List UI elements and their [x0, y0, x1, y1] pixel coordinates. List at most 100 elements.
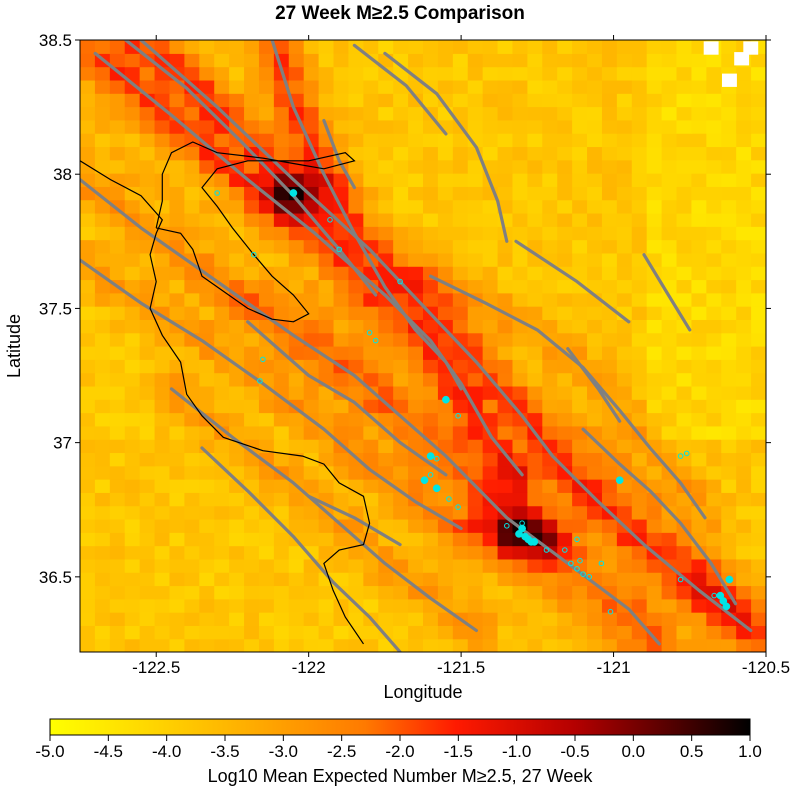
heatmap-cell	[691, 638, 707, 652]
heatmap-cell	[109, 53, 126, 68]
heatmap-cell	[736, 385, 752, 400]
heatmap-cell	[124, 545, 141, 560]
heatmap-cell	[646, 465, 663, 480]
heatmap-cell	[676, 638, 693, 652]
heatmap-cell	[333, 106, 350, 121]
heatmap-cell	[512, 106, 528, 121]
heatmap-cell	[542, 346, 558, 360]
heatmap-cell	[169, 146, 185, 161]
heatmap-cell	[512, 359, 528, 374]
heatmap-cell	[94, 306, 111, 320]
heatmap-cell	[736, 133, 752, 148]
heatmap-cell	[467, 346, 484, 360]
fault-lines	[80, 40, 753, 652]
heatmap-cell	[542, 598, 558, 613]
heatmap-cell	[676, 133, 693, 148]
heatmap-cell	[109, 319, 126, 334]
heatmap-cell	[408, 40, 424, 54]
heatmap-cell	[676, 266, 693, 281]
heatmap-cell	[646, 612, 663, 626]
heatmap-cell	[616, 186, 633, 201]
heatmap-cell	[139, 518, 156, 533]
heatmap-cell	[721, 159, 737, 174]
heatmap-cell	[288, 66, 305, 81]
heatmap-cell	[706, 93, 722, 108]
colorbar-tick-label: -5.0	[35, 742, 64, 761]
heatmap-cell	[601, 199, 618, 214]
heatmap-cell	[214, 385, 230, 400]
heatmap-cell	[393, 186, 409, 201]
heatmap-cell	[423, 412, 439, 427]
heatmap-cell	[646, 146, 663, 161]
heatmap-cell	[661, 133, 678, 148]
heatmap-cell	[721, 518, 737, 533]
heatmap-cell	[572, 93, 588, 108]
heatmap-cell	[333, 625, 350, 640]
heatmap-cell	[139, 452, 156, 467]
heatmap-cell	[646, 492, 663, 507]
heatmap-cell	[452, 93, 469, 108]
heatmap-cell	[378, 119, 394, 134]
heatmap-cell	[408, 212, 424, 227]
heatmap-cell	[199, 359, 215, 374]
heatmap-cell	[527, 558, 543, 573]
heatmap-cell	[408, 372, 424, 387]
heatmap-cell	[452, 359, 469, 374]
heatmap-cell	[378, 505, 394, 520]
heatmap-cell	[258, 492, 275, 507]
heatmap-cell	[646, 40, 663, 54]
heatmap-cell	[721, 638, 737, 652]
heatmap-cell	[363, 598, 379, 613]
heatmap-cell	[139, 133, 156, 148]
heatmap-cell	[348, 66, 364, 81]
heatmap-cell	[109, 572, 126, 587]
heatmap-cell	[527, 106, 543, 121]
fault-line	[566, 347, 622, 423]
heatmap-cell	[616, 359, 633, 374]
heatmap-cell	[363, 159, 379, 174]
heatmap-cell	[80, 505, 96, 520]
heatmap-cell	[109, 505, 126, 520]
heatmap-cell	[303, 399, 320, 414]
heatmap-cell	[572, 199, 588, 214]
heatmap-cell	[557, 412, 573, 427]
heatmap-cell	[661, 452, 678, 467]
heatmap-cell	[199, 532, 215, 547]
heatmap-cell	[527, 612, 543, 626]
heatmap-cell	[154, 492, 171, 507]
heatmap-cell	[587, 585, 603, 600]
heatmap-cell	[80, 79, 96, 94]
fault-line	[307, 494, 402, 547]
heatmap-cell	[348, 133, 364, 148]
heatmap-cell	[288, 612, 305, 626]
heatmap-cell	[572, 385, 588, 400]
heatmap-cell	[333, 119, 350, 134]
heatmap-cell	[482, 252, 499, 267]
heatmap-cell	[497, 585, 514, 600]
heatmap-cell	[721, 119, 737, 134]
heatmap-cell	[273, 425, 290, 440]
heatmap-cell	[199, 159, 215, 174]
heatmap-cell	[557, 79, 573, 94]
heatmap-cell	[423, 239, 439, 254]
heatmap-cell	[378, 186, 394, 201]
heatmap-cell	[527, 119, 543, 134]
heatmap-cell	[497, 412, 514, 427]
heatmap-cell	[333, 332, 350, 347]
heatmap-cell	[258, 119, 275, 134]
heatmap-cell	[154, 572, 171, 587]
heatmap-cell	[288, 252, 305, 267]
heatmap-cell	[646, 66, 663, 81]
heatmap-cell	[542, 612, 558, 626]
heatmap-cell	[273, 212, 290, 227]
heatmap-cell	[661, 412, 678, 427]
heatmap-cell	[423, 399, 439, 414]
heatmap-cell	[616, 452, 633, 467]
heatmap-cell	[214, 425, 230, 440]
heatmap-cell	[109, 292, 126, 307]
heatmap-cell	[229, 79, 245, 94]
heatmap-cell	[244, 492, 260, 507]
heatmap-cell	[288, 226, 305, 241]
heatmap-cell	[437, 93, 454, 108]
heatmap-cell	[527, 93, 543, 108]
